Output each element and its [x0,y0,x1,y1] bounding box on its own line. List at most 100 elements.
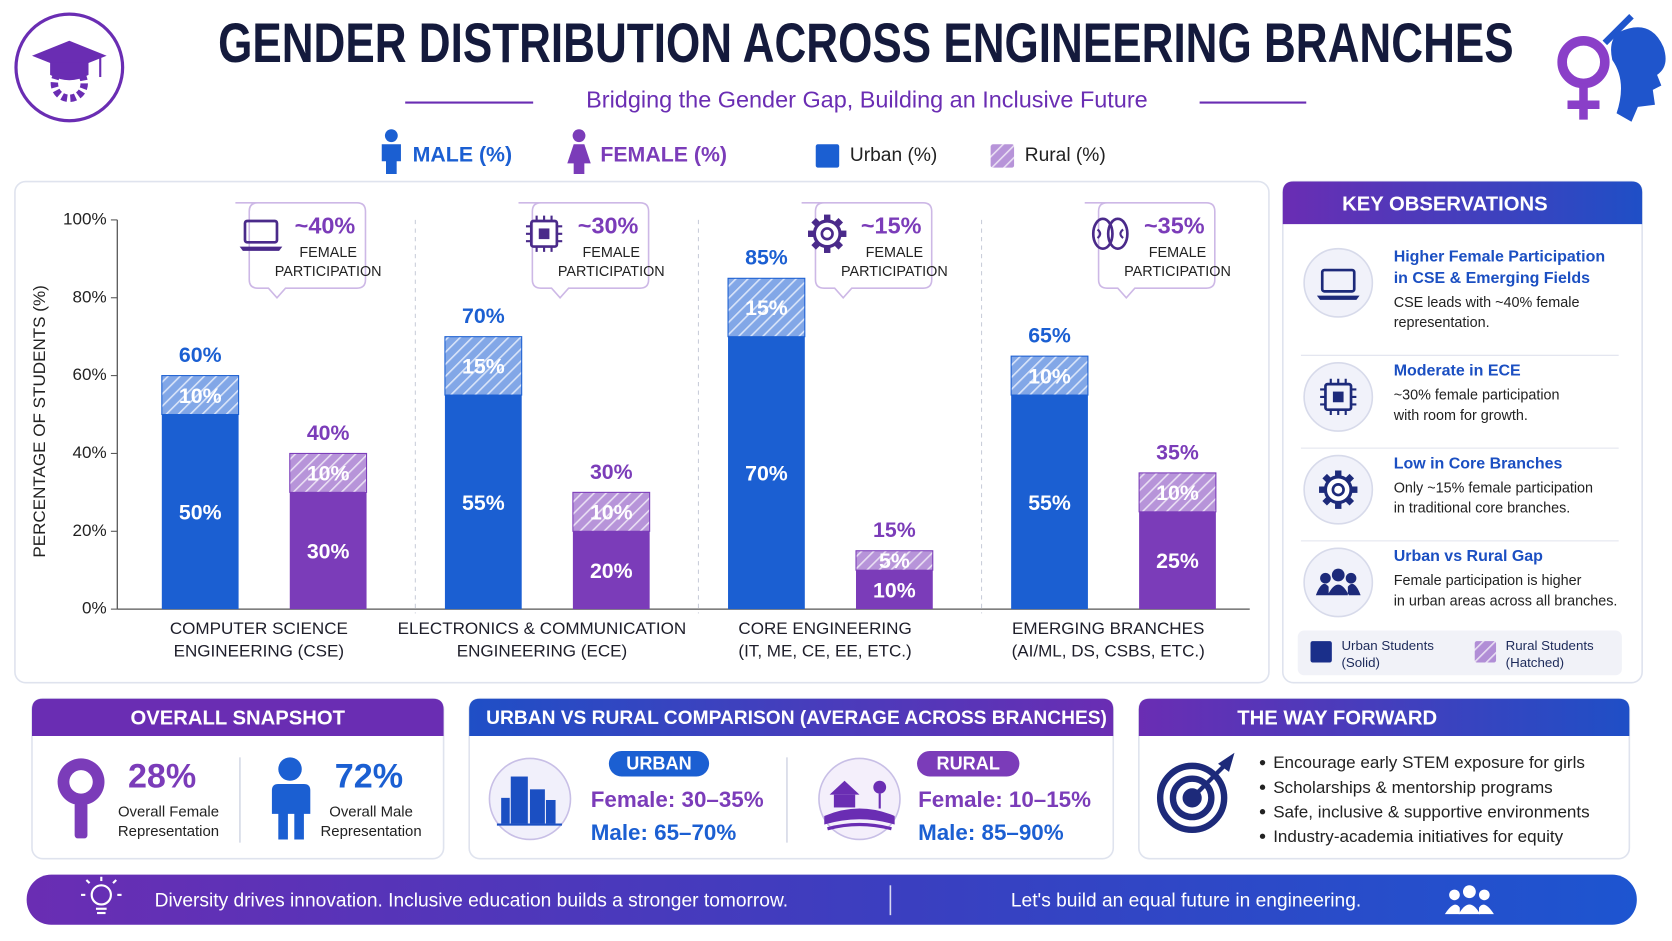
icon [1345,572,1357,584]
callout-value: ~35% [1144,213,1205,239]
callout-box [1084,202,1216,299]
callout-box [235,202,367,299]
observation-text: CSE leads with ~40% female [1394,295,1580,311]
observation-title: Low in Core Branches [1394,455,1563,472]
gender-icon [1557,13,1666,122]
female-share-label: Overall Female [118,804,219,821]
segment-label: 10% [873,578,916,602]
forward-item: Industry-academia initiatives for equity [1273,827,1563,846]
icon [1315,583,1361,596]
segment-label: 10% [590,501,633,525]
bar-urban [1011,395,1088,610]
x-tick-label: ENGINEERING (CSE) [174,641,345,660]
icon [1316,295,1360,300]
icon [1331,568,1345,582]
icon [1335,500,1342,509]
segment-label: 20% [590,559,633,583]
male-share-label: Representation [321,823,422,840]
segment-label: 10% [179,384,222,408]
observation-title: Urban vs Rural Gap [1394,548,1543,565]
observation-text: in traditional core branches. [1394,501,1571,517]
callout: ~35% FEMALE PARTICIPATION [1084,202,1231,299]
bullet [1259,760,1266,766]
segment-label: 55% [462,491,505,515]
callout-text: FEMALE [583,245,641,261]
icon [824,214,831,224]
female-share: 28% [128,758,196,796]
observations: Higher Female Participation in CSE & Emer… [1297,247,1622,676]
rural-icon [818,757,901,841]
icon [824,244,831,253]
snapshot-header [31,698,444,737]
forward-list: Encourage early STEM exposure for girls S… [1259,753,1590,846]
urban-label: URBAN [626,754,691,774]
callout-box [518,202,650,299]
x-tick-label: (IT, ME, CE, EE, ETC.) [738,641,911,660]
segment-label: 70% [745,462,788,486]
observation-text: representation. [1394,315,1490,331]
observation-text: Female participation is higher [1394,573,1582,589]
callout-text: FEMALE [299,245,357,261]
x-tick-label: COMPUTER SCIENCE [170,619,348,638]
icon [820,227,834,241]
bar-rural [572,491,651,532]
segment-label: 15% [462,355,505,379]
rural-female: Female: 10–15% [918,787,1091,812]
icon [538,228,550,240]
observation-icon-bg [1303,247,1374,318]
bullet [1259,809,1266,815]
observation-title: Higher Female Participation [1394,248,1605,265]
legend-label: MALE (%) [413,143,512,167]
legend-icon [384,129,398,143]
segment-label: 5% [879,549,910,573]
observation-legend-box [1297,630,1622,676]
bulb-icon [81,876,122,915]
urban-female: Female: 30–35% [591,787,764,812]
icon [1320,378,1357,416]
bar-urban [161,414,239,610]
y-tick-label: 80% [73,287,107,306]
urban-pill [608,750,710,777]
callout-value: ~15% [861,213,922,239]
icon [525,215,563,252]
observation-text: in urban areas across all branches. [1394,593,1618,609]
target-icon [1156,752,1235,834]
male-share: 72% [335,758,403,796]
bar-urban [855,570,933,610]
observation-text: with room for growth. [1393,408,1528,424]
total-label: 70% [462,304,505,328]
observations-title: KEY OBSERVATIONS [1342,193,1548,215]
legend-icon [572,129,586,143]
footer-left: Diversity drives innovation. Inclusive e… [155,890,789,911]
observation-text: ~30% female participation [1394,388,1560,404]
icon [1320,378,1357,416]
icon [1320,268,1356,293]
bar-urban [572,531,650,610]
x-tick-label: ENGINEERING (ECE) [457,641,627,660]
icon [1335,470,1342,480]
legend-swatch [990,144,1015,168]
male-share-label: Overall Male [329,804,413,821]
y-tick-label: 100% [63,209,107,228]
forward-item: Safe, inclusive & supportive environment… [1273,802,1589,821]
x-tick-label: (AI/ML, DS, CSBS, ETC.) [1012,641,1205,660]
urban-male: Male: 65–70% [591,820,737,845]
bar-rural [289,452,368,493]
bar-urban [1139,511,1216,610]
male-icon [269,757,311,840]
callout-text: PARTICIPATION [275,264,382,280]
bar-rural [444,336,523,396]
forward-header [1138,698,1630,737]
legend-label: Rural (%) [1025,145,1106,166]
callout: ~30% FEMALE PARTICIPATION [518,202,665,299]
icon [239,246,283,251]
bar-rural [161,375,240,416]
bar-rural [727,277,806,338]
segment-label: 15% [745,296,788,320]
snapshot-title: OVERALL SNAPSHOT [131,707,346,729]
segment-label: 25% [1156,549,1199,573]
rural-label: RURAL [937,754,1000,774]
